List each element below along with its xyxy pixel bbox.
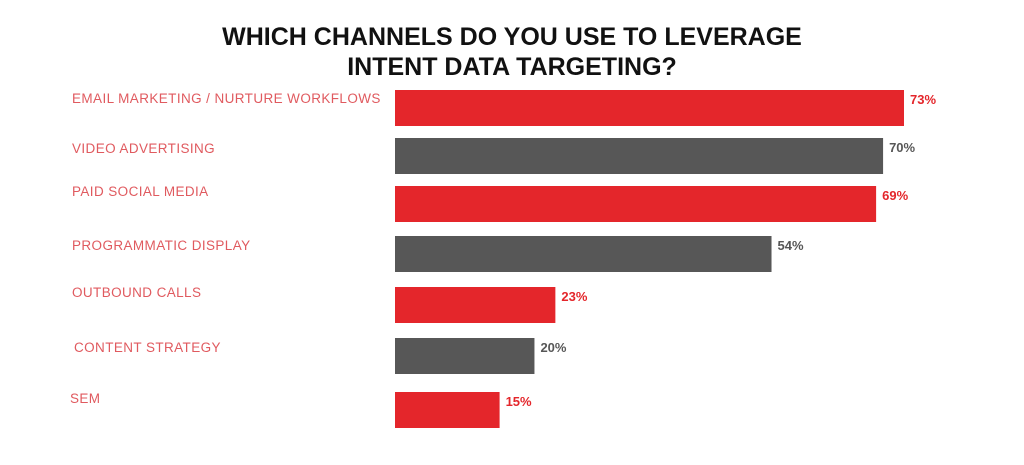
value-label-6: 15% [506, 394, 532, 409]
category-label-5: CONTENT STRATEGY [74, 340, 221, 355]
bar-5 [395, 338, 535, 374]
chart-title-line-2: INTENT DATA TARGETING? [347, 53, 677, 81]
bar-0 [395, 90, 904, 126]
value-label-3: 54% [778, 238, 804, 253]
category-label-6: SEM [70, 391, 100, 406]
value-label-1: 70% [889, 140, 915, 155]
chart-title: WHICH CHANNELS DO YOU USE TO LEVERAGE IN… [222, 23, 802, 81]
category-label-4: OUTBOUND CALLS [72, 285, 201, 300]
bar-4 [395, 287, 556, 323]
category-label-3: PROGRAMMATIC DISPLAY [72, 238, 251, 253]
value-label-2: 69% [882, 188, 908, 203]
bar-3 [395, 236, 772, 272]
bar-1 [395, 138, 884, 174]
category-label-2: PAID SOCIAL MEDIA [72, 184, 209, 199]
category-label-0: EMAIL MARKETING / NURTURE WORKFLOWS [72, 91, 381, 106]
value-label-4: 23% [561, 289, 587, 304]
value-label-0: 73% [910, 92, 936, 107]
bar-2 [395, 186, 877, 222]
bar-6 [395, 392, 500, 428]
bars-group: EMAIL MARKETING / NURTURE WORKFLOWS 73% VI… [70, 90, 936, 428]
chart-title-line-1: WHICH CHANNELS DO YOU USE TO LEVERAGE [222, 23, 802, 51]
category-label-1: VIDEO ADVERTISING [72, 141, 215, 156]
value-label-5: 20% [540, 340, 566, 355]
